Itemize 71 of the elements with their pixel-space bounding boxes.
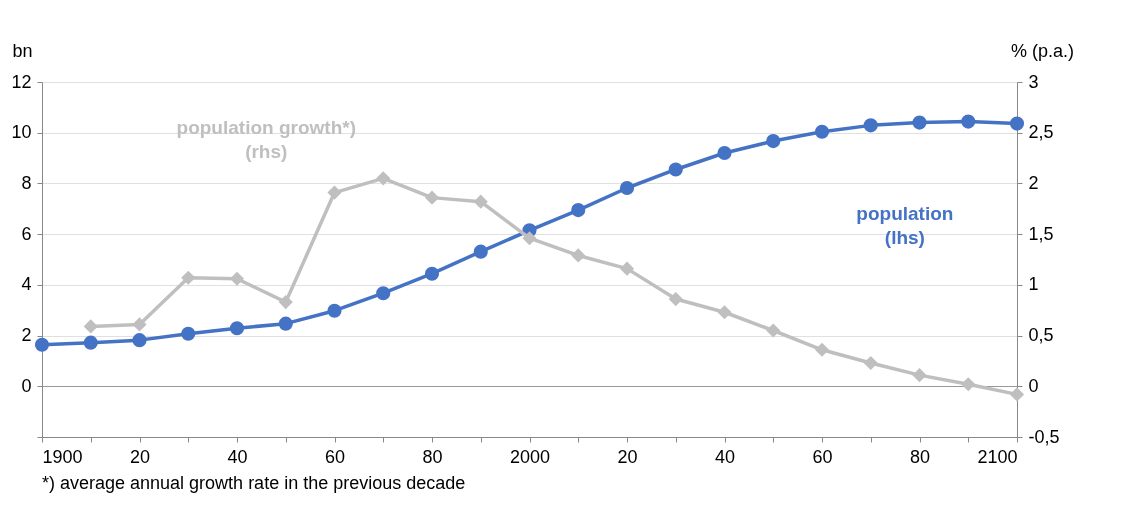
point [132, 333, 147, 348]
point [1009, 387, 1025, 402]
x-tick-label: 2100 [977, 446, 1018, 467]
point [717, 305, 732, 320]
point [278, 316, 293, 331]
text: *) average annual growth rate in the previous decade [42, 473, 466, 493]
point [83, 319, 98, 334]
x-tick-label: 40 [714, 446, 736, 467]
point [229, 271, 245, 286]
y-tick-label: 10 [11, 122, 32, 143]
point [34, 337, 50, 352]
point [278, 295, 293, 310]
x-tick-label: 20 [129, 446, 151, 467]
point [473, 244, 488, 259]
point [961, 377, 976, 392]
point [376, 171, 391, 186]
point [766, 323, 781, 338]
point [619, 180, 635, 196]
x-tick-label: 60 [812, 446, 833, 467]
point [571, 203, 586, 218]
point [327, 303, 342, 318]
point [376, 286, 391, 301]
point [619, 261, 635, 276]
y-tick-label: 6 [21, 223, 32, 244]
y2-tick-label: 3 [1028, 71, 1039, 92]
y2-tick-label: 2,5 [1028, 122, 1054, 143]
y-tick-label: 0 [21, 375, 32, 396]
x-tick-label: 2000 [509, 446, 551, 467]
y2-tick-label: 0 [1028, 375, 1039, 396]
x-tick-label: 40 [227, 446, 248, 467]
y2-axis-title: % (p.a.) [1010, 40, 1075, 61]
y2-tick-label: 1 [1028, 274, 1039, 295]
y-tick-label: 12 [11, 71, 32, 92]
point [424, 266, 440, 281]
point [814, 124, 830, 139]
point [181, 326, 196, 341]
point [83, 335, 98, 350]
y2-tick-label: 2 [1028, 172, 1039, 193]
x-tick-label: 80 [422, 446, 443, 467]
point [814, 342, 830, 357]
point [181, 270, 196, 285]
y-tick-label: 8 [21, 172, 32, 193]
point [327, 185, 342, 200]
point [717, 145, 732, 161]
y-tick-label: 4 [21, 274, 32, 295]
point [522, 231, 537, 246]
y2-tick-label: -0,5 [1028, 426, 1060, 447]
point [424, 190, 440, 205]
text: population (lhs) [856, 202, 954, 248]
x-tick-label: 80 [909, 446, 931, 467]
point [1009, 116, 1025, 131]
point [863, 355, 878, 371]
point [912, 368, 927, 383]
x-tick-label: 60 [324, 446, 346, 467]
x-tick-label: 20 [617, 446, 638, 467]
y2-tick-label: 1,5 [1028, 223, 1054, 244]
point [571, 248, 586, 263]
point [229, 321, 245, 336]
point [668, 162, 683, 177]
x-tick-label: 1900 [42, 446, 83, 467]
y-tick-label: 2 [21, 325, 32, 346]
point [473, 194, 488, 209]
point [766, 134, 781, 149]
point [132, 317, 147, 332]
point [668, 291, 683, 307]
point [863, 118, 878, 133]
point [961, 114, 976, 129]
y-axis-title: bn [12, 40, 33, 61]
y2-tick-label: 0,5 [1028, 325, 1054, 346]
point [912, 115, 927, 130]
series-label: population growth*) (rhs) [176, 116, 356, 162]
